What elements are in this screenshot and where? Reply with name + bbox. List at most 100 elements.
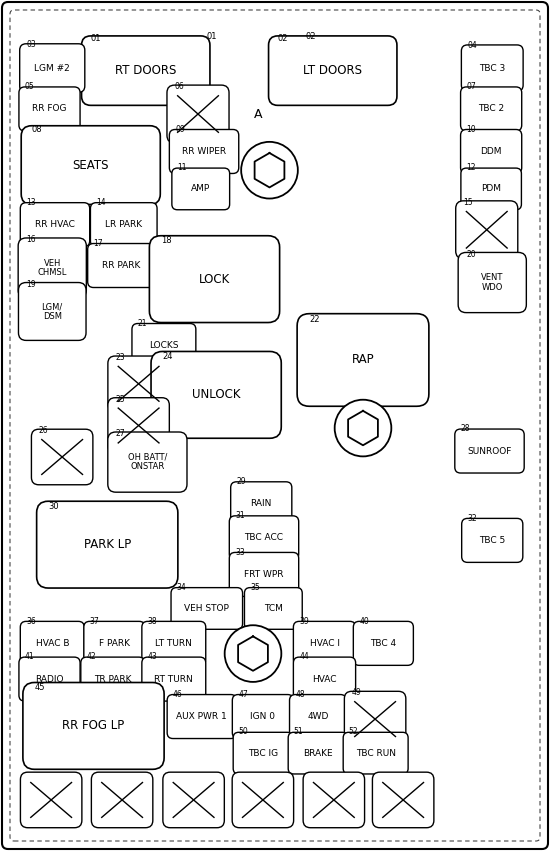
FancyBboxPatch shape: [84, 621, 145, 665]
Text: LGM/
DSM: LGM/ DSM: [42, 302, 63, 321]
Text: LR PARK: LR PARK: [105, 220, 142, 229]
Text: 32: 32: [468, 514, 477, 523]
FancyBboxPatch shape: [20, 772, 82, 828]
FancyBboxPatch shape: [108, 356, 169, 412]
Text: 19: 19: [26, 280, 36, 288]
Text: 09: 09: [175, 125, 185, 134]
Text: 36: 36: [26, 617, 36, 625]
FancyBboxPatch shape: [150, 236, 279, 323]
Text: SEATS: SEATS: [73, 158, 109, 172]
Text: TBC 5: TBC 5: [479, 536, 505, 545]
Text: 4WD: 4WD: [307, 712, 328, 721]
Text: AMP: AMP: [191, 185, 210, 193]
Text: 34: 34: [177, 583, 186, 591]
FancyBboxPatch shape: [167, 85, 229, 143]
Text: 07: 07: [466, 83, 476, 91]
FancyBboxPatch shape: [18, 238, 86, 298]
Text: 44: 44: [299, 653, 309, 661]
FancyBboxPatch shape: [132, 323, 196, 368]
Text: 43: 43: [147, 653, 157, 661]
FancyBboxPatch shape: [20, 621, 84, 665]
Text: 29: 29: [236, 477, 246, 486]
Text: VENT
WDO: VENT WDO: [481, 273, 503, 292]
Text: TBC 2: TBC 2: [478, 105, 504, 113]
Text: LT TURN: LT TURN: [155, 639, 192, 648]
FancyBboxPatch shape: [81, 657, 145, 701]
Text: 04: 04: [468, 41, 477, 49]
FancyBboxPatch shape: [19, 657, 80, 701]
FancyBboxPatch shape: [233, 733, 293, 774]
FancyBboxPatch shape: [20, 203, 90, 247]
FancyBboxPatch shape: [31, 429, 93, 485]
Text: BRAKE: BRAKE: [303, 749, 333, 757]
Text: 24: 24: [163, 352, 173, 361]
Text: A: A: [254, 107, 262, 121]
FancyBboxPatch shape: [289, 694, 346, 739]
FancyBboxPatch shape: [172, 168, 230, 209]
FancyBboxPatch shape: [108, 432, 187, 492]
Text: 17: 17: [94, 239, 103, 248]
FancyBboxPatch shape: [455, 429, 524, 473]
FancyBboxPatch shape: [293, 657, 356, 701]
FancyBboxPatch shape: [151, 351, 281, 438]
Text: 12: 12: [466, 163, 476, 172]
Text: TCM: TCM: [264, 604, 283, 613]
FancyBboxPatch shape: [460, 87, 522, 131]
Text: 01: 01: [91, 34, 101, 43]
Text: IGN 0: IGN 0: [250, 712, 276, 721]
Text: 27: 27: [116, 430, 125, 438]
FancyBboxPatch shape: [21, 126, 160, 204]
Text: TBC RUN: TBC RUN: [356, 749, 395, 757]
Text: 39: 39: [299, 617, 309, 625]
FancyBboxPatch shape: [19, 87, 80, 131]
FancyBboxPatch shape: [297, 314, 429, 406]
Text: 02: 02: [278, 34, 288, 43]
FancyBboxPatch shape: [461, 45, 523, 91]
Text: TR PARK: TR PARK: [94, 675, 131, 683]
FancyBboxPatch shape: [344, 691, 406, 747]
Text: 35: 35: [250, 583, 260, 591]
FancyBboxPatch shape: [353, 621, 414, 665]
FancyBboxPatch shape: [461, 518, 523, 563]
Text: PDM: PDM: [481, 185, 501, 193]
FancyBboxPatch shape: [23, 683, 164, 769]
FancyBboxPatch shape: [169, 129, 239, 174]
Text: RAIN: RAIN: [251, 500, 272, 508]
Text: RR PARK: RR PARK: [102, 261, 140, 270]
Text: LGM #2: LGM #2: [34, 64, 70, 72]
Text: VEH STOP: VEH STOP: [184, 604, 229, 613]
FancyBboxPatch shape: [232, 772, 294, 828]
Text: 20: 20: [466, 250, 476, 259]
Text: RR FOG: RR FOG: [32, 105, 67, 113]
Text: 23: 23: [116, 353, 125, 362]
Text: 49: 49: [352, 688, 361, 697]
Text: FRT WPR: FRT WPR: [244, 570, 284, 579]
Text: 16: 16: [26, 236, 36, 244]
Text: PARK LP: PARK LP: [84, 538, 131, 551]
Text: HVAC B: HVAC B: [36, 639, 69, 648]
Text: 03: 03: [26, 40, 36, 49]
Text: TBC IG: TBC IG: [248, 749, 278, 757]
FancyBboxPatch shape: [458, 253, 526, 312]
Text: 06: 06: [175, 83, 184, 91]
FancyBboxPatch shape: [171, 588, 243, 629]
Text: LT DOORS: LT DOORS: [303, 64, 362, 77]
FancyBboxPatch shape: [343, 733, 408, 774]
FancyBboxPatch shape: [37, 501, 178, 588]
Text: LOCKS: LOCKS: [149, 341, 179, 350]
FancyBboxPatch shape: [229, 552, 299, 597]
Text: RAP: RAP: [351, 353, 375, 367]
Text: TBC 4: TBC 4: [370, 639, 397, 648]
FancyBboxPatch shape: [232, 694, 294, 739]
Text: OH BATT/
ONSTAR: OH BATT/ ONSTAR: [128, 453, 167, 471]
Text: 31: 31: [235, 511, 245, 520]
Text: HVAC I: HVAC I: [310, 639, 339, 648]
Text: 02: 02: [305, 31, 316, 41]
Text: RT DOORS: RT DOORS: [115, 64, 177, 77]
Text: 48: 48: [295, 690, 305, 699]
Text: DDM: DDM: [480, 147, 502, 156]
Text: 13: 13: [26, 198, 36, 207]
Text: RT TURN: RT TURN: [155, 675, 193, 683]
FancyBboxPatch shape: [293, 621, 356, 665]
Text: 25: 25: [116, 395, 125, 403]
